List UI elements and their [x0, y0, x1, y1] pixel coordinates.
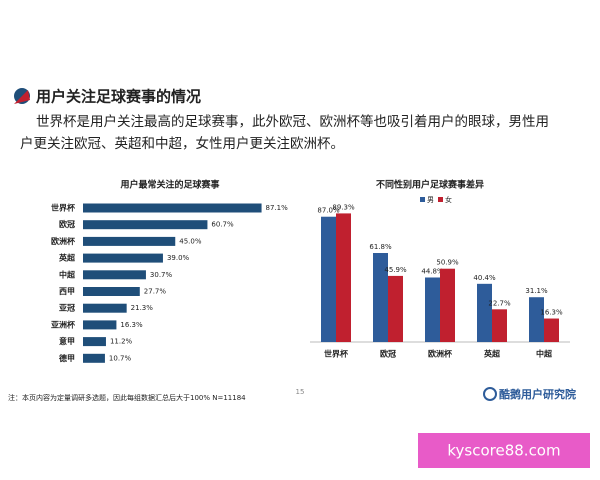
- bar: [83, 337, 106, 347]
- footnote: 注：本页内容为定量调研多选题，因此每组数据汇总后大于100% N=11184: [8, 393, 246, 402]
- bar: [321, 216, 336, 342]
- value-label: 39.0%: [167, 254, 190, 262]
- page-number: 15: [296, 388, 305, 396]
- bar: [83, 270, 146, 280]
- bar: [83, 320, 117, 330]
- x-tick-label: 世界杯: [324, 349, 349, 359]
- bar: [544, 318, 559, 342]
- legend-swatch: [438, 197, 443, 202]
- value-label: 11.2%: [110, 338, 133, 346]
- value-label: 27.7%: [144, 288, 167, 296]
- value-label: 22.7%: [488, 299, 511, 307]
- bar: [83, 203, 262, 213]
- value-label: 45.9%: [384, 266, 407, 274]
- bar: [83, 353, 105, 363]
- y-tick-label: 意甲: [59, 336, 75, 346]
- y-tick-label: 欧冠: [59, 219, 75, 229]
- y-tick-label: 英超: [58, 253, 76, 263]
- value-label: 44.8%: [421, 267, 444, 275]
- watermark: kyscore88.com: [447, 442, 560, 460]
- x-tick-label: 英超: [483, 349, 501, 359]
- value-label: 45.0%: [179, 237, 202, 245]
- page-title: 用户关注足球赛事的情况: [36, 88, 201, 106]
- value-label: 60.7%: [211, 221, 234, 229]
- chart-title: 用户最常关注的足球赛事: [119, 179, 219, 191]
- bar: [83, 220, 208, 230]
- value-label: 50.9%: [436, 259, 459, 267]
- x-tick-label: 欧冠: [380, 349, 396, 359]
- bar: [492, 309, 507, 342]
- bar: [83, 253, 163, 263]
- watermark-box: [418, 433, 590, 468]
- legend-swatch: [420, 197, 425, 202]
- value-label: 87.1%: [266, 204, 289, 212]
- y-tick-label: 亚冠: [59, 304, 75, 313]
- body-text: 世界杯是用户关注最高的足球赛事，此外欧冠、欧洲杯等也吸引着用户的眼球，男性用: [36, 113, 549, 130]
- value-label: 87.0%: [317, 207, 340, 215]
- bar: [477, 283, 492, 342]
- bar: [425, 277, 440, 342]
- bar: [336, 213, 351, 342]
- value-label: 21.3%: [131, 304, 154, 312]
- value-label: 89.3%: [332, 203, 355, 211]
- value-label: 16.3%: [540, 309, 563, 317]
- legend-label: 女: [445, 195, 452, 204]
- bar: [529, 297, 544, 342]
- logo-icon: [483, 387, 497, 401]
- bar: [373, 253, 388, 342]
- y-tick-label: 德甲: [59, 353, 75, 363]
- bar: [83, 236, 176, 246]
- bar: [440, 268, 455, 342]
- y-tick-label: 世界杯: [51, 203, 76, 213]
- bar: [83, 303, 127, 313]
- x-tick-label: 中超: [536, 349, 553, 359]
- value-label: 40.4%: [473, 274, 496, 282]
- legend-label: 男: [427, 196, 434, 204]
- y-tick-label: 西甲: [59, 287, 75, 296]
- title-icon: [14, 88, 30, 104]
- chart-title: 不同性别用户足球赛事差异: [376, 179, 484, 191]
- body-text: 户更关注欧冠、英超和中超，女性用户更关注欧洲杯。: [20, 135, 344, 152]
- value-label: 31.1%: [525, 287, 548, 295]
- value-label: 30.7%: [150, 271, 173, 279]
- value-label: 10.7%: [109, 354, 132, 362]
- bar: [388, 275, 403, 342]
- bar: [83, 287, 140, 296]
- y-tick-label: 亚洲杯: [51, 319, 76, 329]
- value-label: 16.3%: [120, 321, 143, 329]
- y-tick-label: 欧洲杯: [51, 236, 76, 246]
- x-tick-label: 欧洲杯: [428, 349, 453, 359]
- y-tick-label: 中超: [59, 269, 76, 279]
- logo: 酷鹅用户研究院: [499, 387, 576, 401]
- value-label: 61.8%: [369, 243, 392, 251]
